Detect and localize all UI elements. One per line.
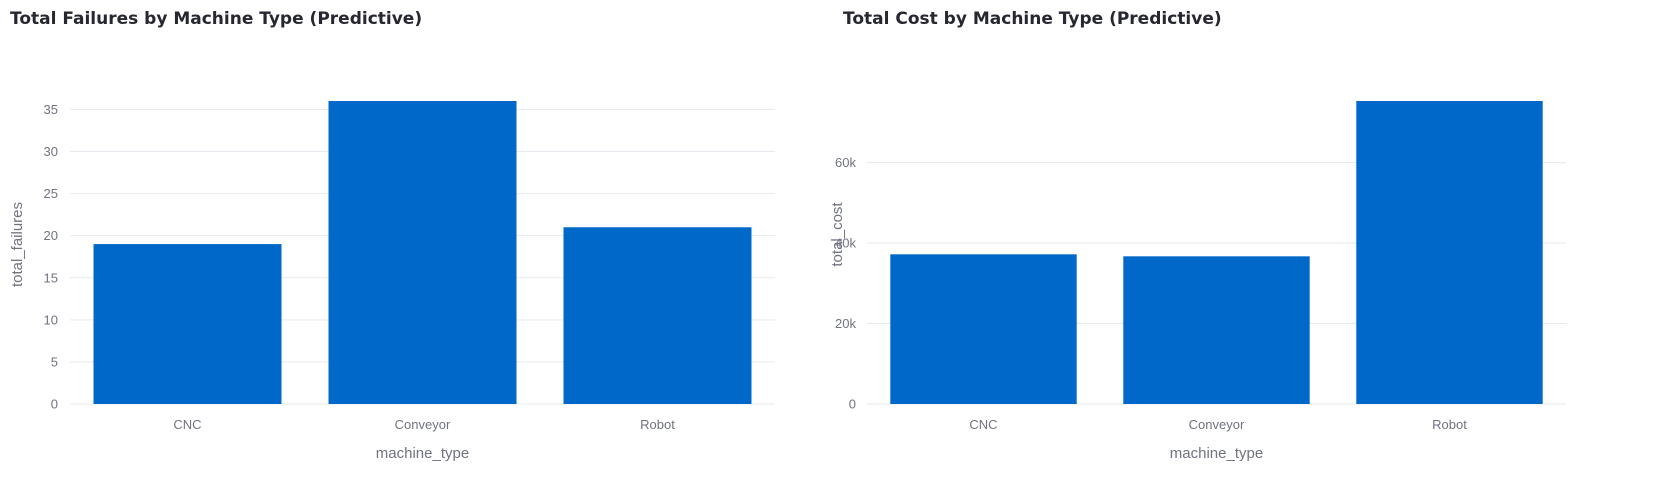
cost-chart-panel: Total Cost by Machine Type (Predictive) …	[829, 0, 1658, 490]
x-tick-label: CNC	[173, 417, 201, 432]
y-tick-label: 5	[51, 354, 58, 369]
bar-cnc[interactable]	[890, 254, 1077, 404]
y-axis-title: total_cost	[829, 202, 846, 267]
x-tick-label: Conveyor	[395, 417, 451, 432]
y-tick-label: 60k	[835, 155, 856, 170]
failures-chart-title: Total Failures by Machine Type (Predicti…	[10, 9, 423, 29]
bar-conveyor[interactable]	[328, 101, 517, 404]
x-tick-label: CNC	[969, 417, 997, 432]
y-tick-label: 15	[44, 270, 58, 285]
y-tick-label: 0	[51, 397, 58, 412]
y-axis-title: total_failures	[9, 202, 26, 287]
x-tick-label: Conveyor	[1189, 417, 1245, 432]
bar-robot[interactable]	[563, 227, 752, 404]
y-tick-label: 20k	[835, 316, 856, 331]
y-tick-label: 40k	[835, 236, 856, 251]
y-tick-label: 0	[849, 397, 856, 412]
failures-chart: 0 5 10 15 20 25 30 35 CNC Conveyor Robot machine_ty…	[9, 101, 775, 462]
bar-robot[interactable]	[1356, 101, 1543, 404]
y-tick-label: 20	[44, 228, 58, 243]
y-tick-label: 25	[44, 186, 58, 201]
bar-conveyor[interactable]	[1123, 256, 1310, 404]
x-axis-title: machine_type	[376, 445, 469, 462]
failures-chart-panel: Total Failures by Machine Type (Predicti…	[9, 9, 775, 462]
y-tick-label: 35	[44, 102, 58, 117]
x-axis-title: machine_type	[1170, 445, 1263, 462]
bar-cnc[interactable]	[93, 244, 282, 404]
x-tick-label: Robot	[1432, 417, 1467, 432]
y-tick-label: 10	[44, 312, 58, 327]
x-tick-label: Robot	[640, 417, 675, 432]
y-tick-label: 30	[44, 144, 58, 159]
cost-chart: 0 20k 40k 60k CNC Conveyor Robot machine_type to…	[829, 101, 1566, 462]
cost-chart-title: Total Cost by Machine Type (Predictive)	[843, 9, 1222, 29]
